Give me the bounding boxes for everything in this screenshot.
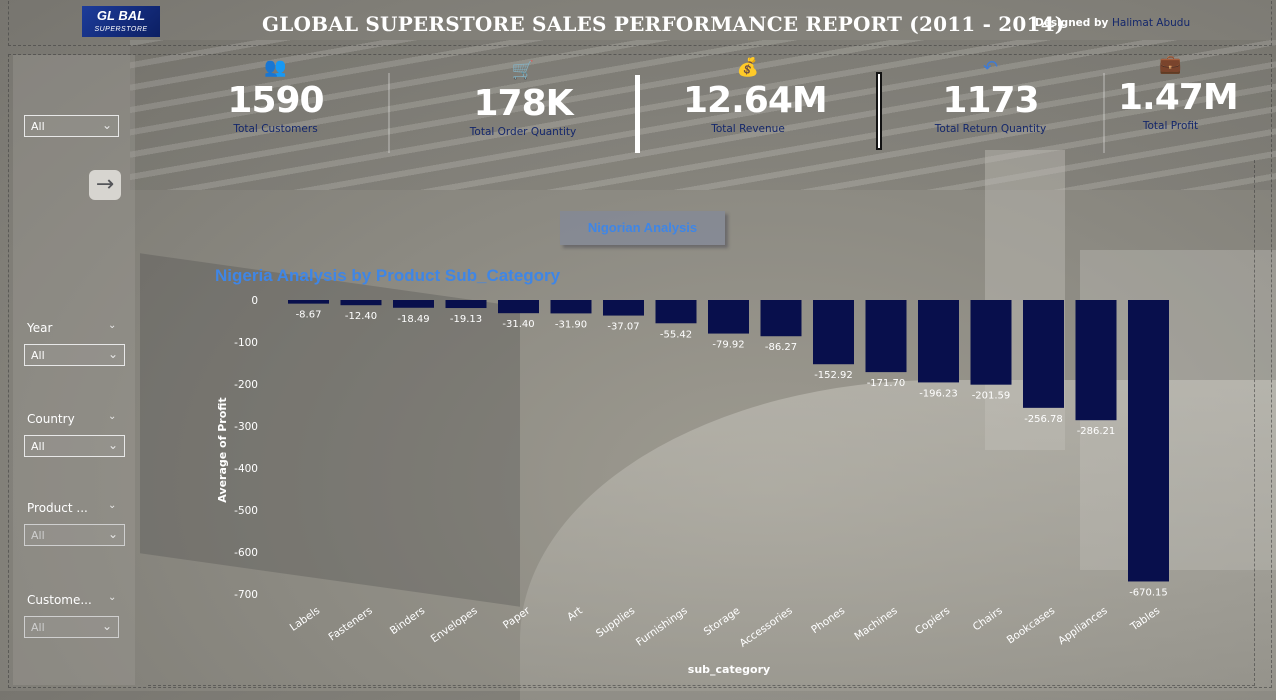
- bar-storage[interactable]: [708, 300, 749, 334]
- y-axis: 0 -100 -200 -300 -400 -500 -600 -700: [234, 295, 258, 601]
- bar-envelopes[interactable]: [446, 300, 487, 308]
- bar-bookcases[interactable]: [1023, 300, 1064, 408]
- data-label: -31.90: [555, 319, 587, 330]
- bar-tables[interactable]: [1128, 300, 1169, 581]
- x-tick-label: Fasteners: [326, 605, 374, 644]
- data-label: -196.23: [919, 388, 958, 399]
- y-tick-label: -600: [234, 547, 258, 559]
- bar-fasteners[interactable]: [341, 300, 382, 305]
- data-label: -55.42: [660, 329, 692, 340]
- bar-accessories[interactable]: [761, 300, 802, 336]
- bar-phones[interactable]: [813, 300, 854, 364]
- x-tick-label: Furnishings: [634, 605, 690, 649]
- x-tick-label: Storage: [702, 605, 743, 638]
- bar-art[interactable]: [551, 300, 592, 313]
- bar-copiers[interactable]: [918, 300, 959, 382]
- data-label: -12.40: [345, 311, 377, 322]
- x-axis-title: sub_category: [688, 663, 770, 676]
- y-tick-label: -300: [234, 421, 258, 433]
- data-label: -31.40: [502, 319, 534, 330]
- x-axis: Labels Fasteners Binders Envelopes Paper Art S…: [288, 604, 1163, 650]
- bar-machines[interactable]: [866, 300, 907, 372]
- bar-appliances[interactable]: [1076, 300, 1117, 420]
- y-tick-label: -100: [234, 337, 258, 349]
- x-tick-label: Tables: [1128, 605, 1162, 634]
- bar-supplies[interactable]: [603, 300, 644, 316]
- y-tick-label: -200: [234, 379, 258, 391]
- data-label: -171.70: [867, 378, 906, 389]
- data-label: -8.67: [296, 310, 322, 321]
- data-label: -670.15: [1129, 587, 1168, 598]
- y-tick-label: -500: [234, 505, 258, 517]
- data-label: -79.92: [712, 340, 744, 351]
- data-label: -152.92: [814, 370, 853, 381]
- x-tick-label: Supplies: [594, 605, 637, 640]
- bar-chairs[interactable]: [971, 300, 1012, 385]
- x-tick-label: Accessories: [737, 605, 794, 650]
- x-tick-label: Appliances: [1056, 605, 1110, 648]
- x-tick-label: Bookcases: [1005, 605, 1058, 647]
- bar-binders[interactable]: [393, 300, 434, 308]
- x-tick-label: Paper: [501, 604, 533, 631]
- data-label: -37.07: [607, 322, 639, 333]
- x-tick-label: Copiers: [913, 605, 952, 638]
- x-tick-label: Art: [565, 605, 585, 624]
- bar-labels[interactable]: [288, 300, 329, 304]
- bar-paper[interactable]: [498, 300, 539, 313]
- chart-title: Nigeria Analysis by Product Sub_Category: [215, 266, 561, 285]
- x-tick-label: Phones: [809, 605, 847, 637]
- data-label: -19.13: [450, 314, 482, 325]
- bar-furnishings[interactable]: [656, 300, 697, 323]
- data-label: -86.27: [765, 342, 797, 353]
- x-tick-label: Chairs: [971, 605, 1005, 634]
- data-label: -286.21: [1077, 426, 1116, 437]
- x-tick-label: Binders: [388, 605, 427, 638]
- y-axis-title: Average of Profit: [216, 397, 229, 502]
- data-label: -201.59: [972, 391, 1011, 402]
- y-tick-label: 0: [251, 295, 258, 307]
- x-tick-label: Machines: [852, 605, 899, 643]
- y-tick-label: -700: [234, 589, 258, 601]
- data-label: -18.49: [397, 314, 429, 325]
- y-tick-label: -400: [234, 463, 258, 475]
- x-tick-label: Envelopes: [429, 605, 480, 646]
- x-tick-label: Labels: [288, 605, 323, 634]
- data-label: -256.78: [1024, 414, 1063, 425]
